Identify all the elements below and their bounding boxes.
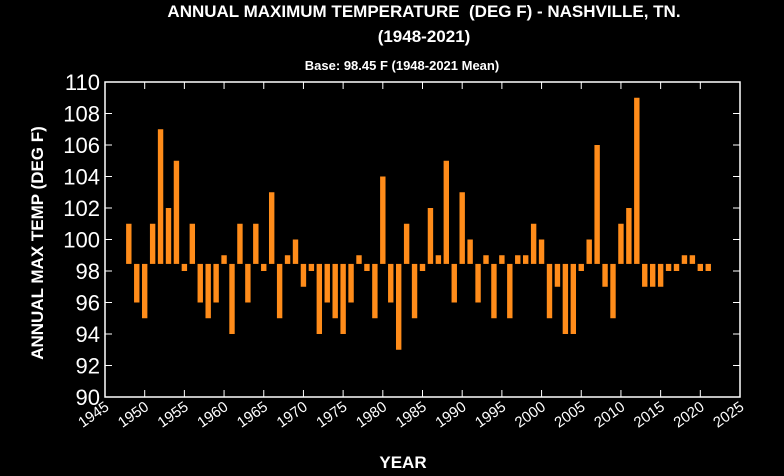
- bar-1953: [165, 208, 172, 264]
- bar-1948: [126, 223, 132, 264]
- bar-1973: [324, 263, 330, 303]
- bar-1986: [427, 208, 434, 264]
- bar-2010: [618, 223, 624, 264]
- y-tick-label: 108: [63, 102, 100, 127]
- bar-1983: [403, 223, 410, 264]
- y-tick-label: 98: [76, 259, 100, 284]
- bar-2012: [634, 97, 640, 264]
- bar-2020: [697, 263, 704, 271]
- bar-1952: [157, 129, 164, 264]
- bar-2008: [602, 263, 608, 287]
- bar-1969: [292, 239, 299, 264]
- bar-1981: [388, 263, 394, 303]
- bar-1966: [268, 192, 275, 264]
- plot-frame: [104, 81, 741, 398]
- bar-1959: [213, 263, 219, 303]
- bar-2005: [578, 263, 584, 271]
- bar-1968: [284, 255, 291, 264]
- bar-2013: [642, 263, 648, 287]
- bar-1980: [380, 176, 386, 264]
- bar-1987: [435, 255, 442, 264]
- bar-2014: [649, 263, 656, 287]
- bar-2007: [594, 145, 600, 264]
- bar-1975: [340, 263, 346, 334]
- bar-2004: [570, 263, 577, 334]
- bar-1976: [348, 263, 354, 303]
- bar-1990: [459, 192, 465, 264]
- y-tick-label: 104: [63, 165, 100, 190]
- bar-2006: [586, 239, 592, 264]
- bar-1989: [451, 263, 457, 303]
- bar-1962: [237, 223, 243, 264]
- bar-1954: [173, 160, 180, 264]
- bar-1997: [515, 255, 521, 264]
- bar-series: [126, 97, 711, 350]
- bar-1988: [443, 160, 450, 264]
- bar-2002: [554, 263, 561, 287]
- bar-1993: [483, 255, 489, 264]
- bar-1995: [499, 255, 505, 264]
- bar-2009: [610, 263, 616, 319]
- bar-1991: [467, 239, 473, 264]
- bar-1951: [149, 223, 156, 264]
- bar-2000: [538, 239, 545, 264]
- chart-title: ANNUAL MAXIMUM TEMPERATURE (DEG F) - NAS…: [167, 2, 680, 21]
- bar-1974: [332, 263, 338, 319]
- bar-1961: [229, 263, 235, 334]
- bar-1967: [276, 263, 283, 319]
- bar-1970: [300, 263, 307, 287]
- y-axis-ticks: 90 92 94 96 98 100 102 104 106 108 110: [63, 70, 740, 410]
- y-tick-label: 92: [76, 354, 100, 379]
- bar-1958: [205, 263, 211, 319]
- bar-1956: [189, 223, 196, 264]
- y-tick-label: 102: [63, 196, 100, 221]
- chart-title-years: (1948-2021): [378, 27, 471, 46]
- bar-2021: [705, 263, 711, 271]
- chart-subtitle: Base: 98.45 F (1948-2021 Mean): [305, 58, 499, 73]
- bar-1972: [316, 263, 323, 334]
- bar-1994: [491, 263, 497, 319]
- x-axis-label: YEAR: [379, 453, 426, 472]
- bar-1999: [530, 223, 537, 264]
- bar-2016: [665, 263, 672, 271]
- bar-1955: [181, 263, 188, 271]
- bar-1957: [197, 263, 203, 303]
- bar-1963: [245, 263, 251, 303]
- bar-2019: [689, 255, 696, 264]
- bar-1978: [364, 263, 370, 271]
- bar-2011: [626, 208, 632, 264]
- y-tick-label: 90: [76, 385, 100, 410]
- bar-1965: [261, 263, 267, 271]
- bar-1971: [308, 263, 315, 271]
- bar-1950: [141, 263, 148, 319]
- bar-2001: [546, 263, 553, 319]
- bar-1984: [411, 263, 418, 319]
- bar-1949: [134, 263, 140, 303]
- bar-2017: [673, 263, 680, 271]
- bar-2003: [562, 263, 569, 334]
- bar-2018: [681, 255, 688, 264]
- bar-1960: [221, 255, 227, 264]
- bar-1982: [395, 263, 402, 350]
- y-tick-label: 106: [63, 133, 100, 158]
- bar-1992: [475, 263, 481, 303]
- bar-1985: [419, 263, 426, 271]
- bar-1979: [372, 263, 378, 319]
- y-tick-label: 96: [76, 291, 100, 316]
- bar-1998: [522, 255, 529, 264]
- y-tick-label: 100: [63, 228, 100, 253]
- y-tick-label: 110: [65, 70, 100, 95]
- bar-1996: [507, 263, 513, 319]
- bar-1977: [356, 255, 362, 264]
- y-tick-label: 94: [76, 322, 100, 347]
- bar-1964: [253, 223, 259, 264]
- y-axis-label: ANNUAL MAX TEMP (DEG F): [28, 126, 47, 360]
- bar-2015: [657, 263, 664, 287]
